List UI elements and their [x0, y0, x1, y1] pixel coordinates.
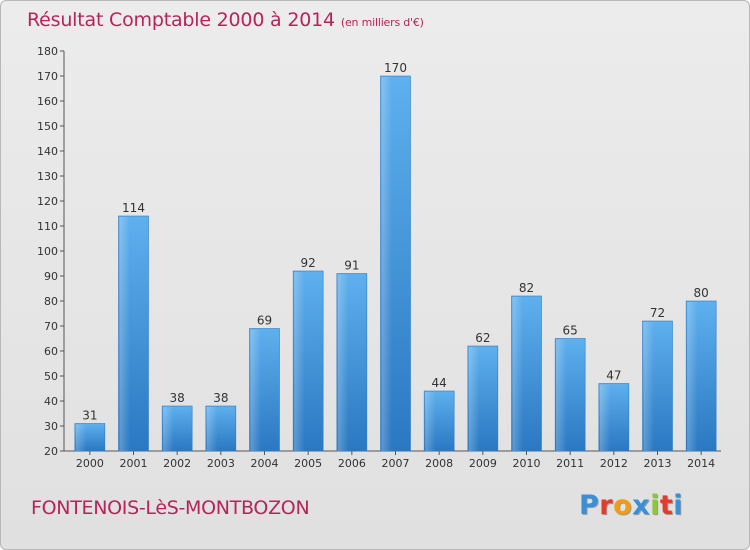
logo-letter: r [599, 490, 614, 521]
y-tick-label: 150 [37, 120, 58, 133]
bar-value-label: 92 [301, 256, 316, 270]
bar-value-label: 80 [694, 286, 709, 300]
y-tick-label: 70 [44, 320, 58, 333]
y-tick-label: 60 [44, 345, 58, 358]
bar-value-label: 31 [82, 409, 97, 423]
logo-letter: P [579, 490, 600, 521]
x-tick-label: 2012 [600, 457, 628, 470]
y-tick-label: 100 [37, 245, 58, 258]
bar-value-label: 38 [213, 391, 228, 405]
bar-highlight [337, 274, 349, 451]
bar-highlight [163, 407, 174, 451]
x-tick-label: 2001 [120, 457, 148, 470]
bar-value-label: 82 [519, 281, 534, 295]
y-tick-label: 40 [44, 395, 58, 408]
bar-value-label: 47 [606, 369, 621, 383]
x-tick-label: 2000 [76, 457, 104, 470]
bar-value-label: 62 [475, 331, 490, 345]
x-tick-label: 2009 [469, 457, 497, 470]
bar-value-label: 170 [384, 61, 407, 75]
x-tick-label: 2014 [687, 457, 715, 470]
logo-letter: x [632, 490, 651, 521]
x-tick-label: 2004 [251, 457, 279, 470]
bar-highlight [556, 339, 567, 451]
y-tick-label: 130 [37, 170, 58, 183]
bar-highlight [425, 392, 436, 451]
chart-subtitle: (en milliers d'€) [340, 16, 424, 29]
logo-letter: o [613, 490, 633, 521]
bar-value-label: 65 [563, 324, 578, 338]
bar-highlight [294, 272, 305, 451]
logo-letter: t [659, 490, 674, 521]
bar-highlight [250, 329, 261, 451]
x-tick-label: 2011 [556, 457, 584, 470]
chart-title: Résultat Comptable 2000 à 2014 (en millie… [27, 9, 424, 31]
y-tick-label: 180 [37, 45, 58, 58]
bar-highlight [468, 347, 480, 451]
bar-value-label: 72 [650, 306, 665, 320]
bar-highlight [512, 297, 523, 451]
bar-value-label: 114 [122, 201, 145, 215]
logo-letter: i [673, 490, 684, 521]
y-tick-label: 140 [37, 145, 58, 158]
proxiti-logo: Proxiti [579, 490, 683, 521]
y-tick-label: 120 [37, 195, 58, 208]
bar-value-label: 69 [257, 314, 272, 328]
y-tick-label: 110 [37, 220, 58, 233]
x-tick-label: 2005 [294, 457, 322, 470]
y-tick-label: 160 [37, 95, 58, 108]
y-tick-label: 90 [44, 270, 58, 283]
commune-name: FONTENOIS-LèS-MONTBOZON [31, 497, 310, 519]
y-tick-label: 80 [44, 295, 58, 308]
bar-highlight [381, 77, 392, 451]
bar-highlight [206, 407, 218, 451]
bars: 31 114 38 38 69 92 91 170 44 62 82 65 47 72 80 [74, 61, 717, 452]
x-tick-label: 2007 [382, 457, 410, 470]
bar-highlight [75, 424, 87, 451]
x-tick-label: 2006 [338, 457, 366, 470]
bar-value-label: 38 [170, 391, 185, 405]
bar-value-label: 44 [432, 376, 447, 390]
x-tick-label: 2013 [644, 457, 672, 470]
bar-highlight [687, 302, 698, 451]
y-tick-label: 20 [44, 445, 58, 458]
bar-highlight [119, 217, 130, 451]
bar-highlight [643, 322, 654, 451]
y-tick-label: 30 [44, 420, 58, 433]
y-tick-label: 50 [44, 370, 58, 383]
x-tick-label: 2008 [425, 457, 453, 470]
chart-title-text: Résultat Comptable 2000 à 2014 [27, 9, 335, 31]
bar-value-label: 91 [344, 259, 359, 273]
logo-letter: i [650, 490, 660, 521]
x-tick-label: 2002 [163, 457, 191, 470]
x-tick-label: 2010 [513, 457, 541, 470]
y-tick-label: 170 [37, 70, 58, 83]
bar-highlight [599, 384, 611, 451]
x-tick-label: 2003 [207, 457, 235, 470]
